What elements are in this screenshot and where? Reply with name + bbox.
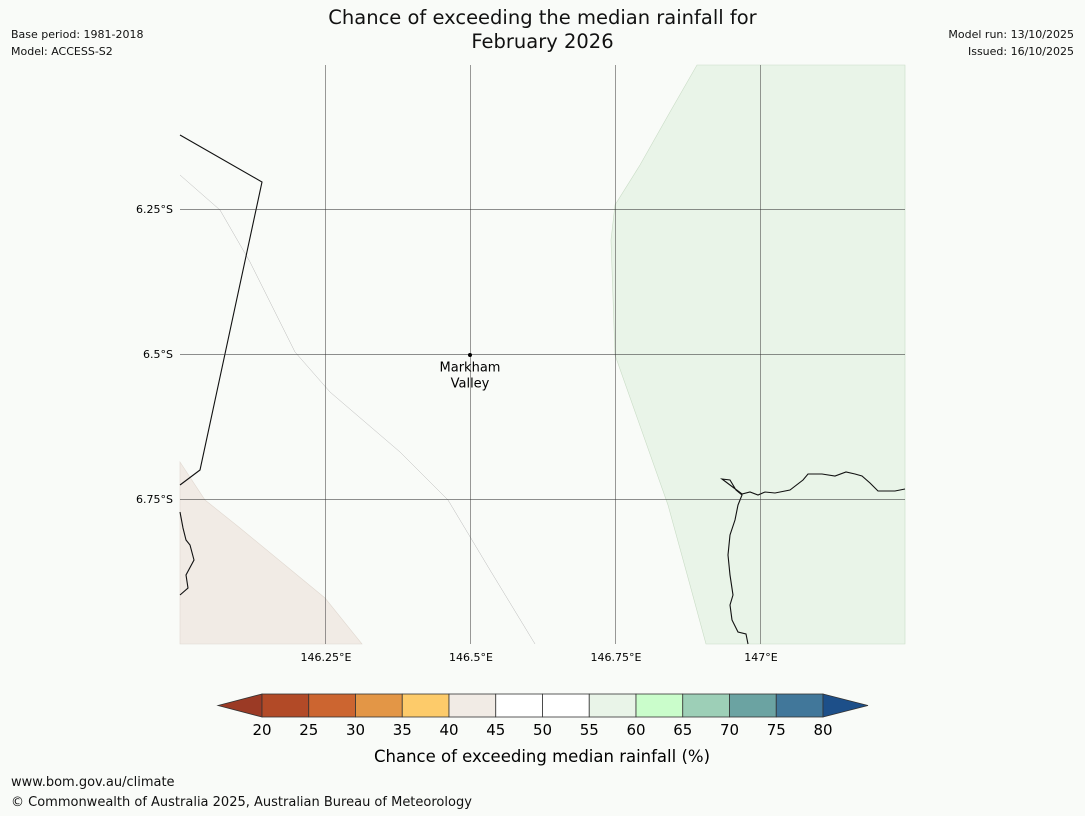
colorbar-tick-label: 70 <box>720 721 739 739</box>
colorbar-tick-label: 50 <box>533 721 552 739</box>
colorbar-bin <box>401 693 450 718</box>
lat-label: 6.25°S <box>136 203 173 216</box>
colorbar-tick-label: 60 <box>626 721 645 739</box>
colorbar-bin <box>495 693 543 718</box>
colorbar-bin <box>308 693 356 718</box>
place-marker-icon <box>468 353 472 357</box>
colorbar-tick-label: 30 <box>346 721 365 739</box>
latitude-labels: 6.25°S 6.5°S 6.75°S <box>136 203 173 506</box>
lon-label: 146.5°E <box>449 651 493 664</box>
lat-label: 6.5°S <box>143 348 173 361</box>
meta-right: Model run: 13/10/2025 Issued: 16/10/2025 <box>948 26 1074 60</box>
province-boundary <box>179 134 263 486</box>
title-line-1: Chance of exceeding the median rainfall … <box>328 6 757 29</box>
footer-copyright: © Commonwealth of Australia 2025, Austra… <box>11 795 472 810</box>
district-boundary <box>179 174 536 645</box>
colorbar-tick-label: 25 <box>299 721 318 739</box>
colorbar-bin <box>261 693 310 718</box>
coastline-west <box>179 511 195 596</box>
colorbar-tick-label: 45 <box>486 721 505 739</box>
longitude-labels: 146.25°E 146.5°E 146.75°E 147°E <box>301 651 778 664</box>
colorbar-tick-label: 35 <box>393 721 412 739</box>
colorbar-title: Chance of exceeding median rainfall (%) <box>374 747 710 766</box>
colorbar-bin <box>775 693 824 718</box>
map-title: Chance of exceeding the median rainfall … <box>0 6 1085 54</box>
colorbar-tick-label: 80 <box>813 721 832 739</box>
place-name-line-1: Markham <box>440 361 501 376</box>
colorbar: 20 25 30 35 40 45 50 55 60 65 70 75 80 Chance of exc… <box>216 693 869 766</box>
meta-left: Base period: 1981-2018 Model: ACCESS-S2 <box>11 26 143 60</box>
colorbar-bin <box>355 693 403 718</box>
colorbar-under-arrow <box>216 693 263 718</box>
colorbar-tick-labels: 20 25 30 35 40 45 50 55 60 65 70 75 80 <box>252 721 832 739</box>
issued-date: Issued: 16/10/2025 <box>967 45 1074 58</box>
colorbar-tick-label: 75 <box>767 721 786 739</box>
model-name: Model: ACCESS-S2 <box>11 45 113 58</box>
colorbar-tick-label: 65 <box>673 721 692 739</box>
place-name-line-2: Valley <box>451 377 490 392</box>
model-run: Model run: 13/10/2025 <box>948 28 1074 41</box>
colorbar-bin <box>542 693 590 718</box>
title-line-2: February 2026 <box>471 30 614 53</box>
colorbar-bin <box>729 693 777 718</box>
footer-url: www.bom.gov.au/climate <box>11 775 175 790</box>
colorbar-bin <box>588 693 637 718</box>
lon-label: 146.75°E <box>591 651 642 664</box>
colorbar-tick-label: 20 <box>252 721 271 739</box>
colorbar-over-arrow <box>822 693 869 718</box>
colorbar-bin <box>682 693 730 718</box>
colorbar-bin <box>448 693 497 718</box>
lon-label: 146.25°E <box>301 651 352 664</box>
map-panel: Markham Valley <box>179 64 906 645</box>
coastline-east <box>720 471 906 645</box>
region-below-median <box>179 460 363 645</box>
colorbar-bins <box>261 693 824 718</box>
lon-label: 147°E <box>744 651 777 664</box>
colorbar-bin <box>635 693 684 718</box>
colorbar-tick-label: 55 <box>580 721 599 739</box>
lat-label: 6.75°S <box>136 493 173 506</box>
base-period: Base period: 1981-2018 <box>11 28 144 41</box>
colorbar-tick-label: 40 <box>439 721 458 739</box>
